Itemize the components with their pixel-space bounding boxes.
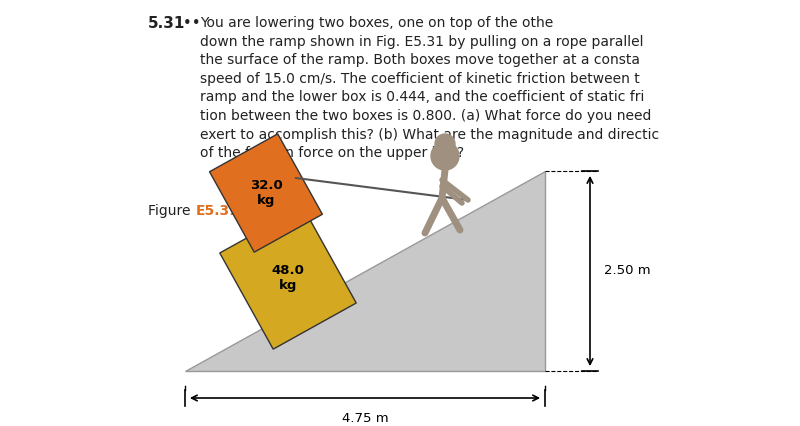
- Text: 2.50 m: 2.50 m: [604, 265, 650, 277]
- Text: E5.31: E5.31: [196, 204, 240, 218]
- Text: 32.0
kg: 32.0 kg: [250, 179, 282, 207]
- Bar: [210, 134, 322, 252]
- Circle shape: [431, 142, 459, 170]
- Bar: [220, 207, 356, 349]
- Circle shape: [435, 134, 455, 154]
- Text: You are lowering two boxes, one on top of the othe
down the ramp shown in Fig. E: You are lowering two boxes, one on top o…: [200, 16, 659, 160]
- Text: 48.0
kg: 48.0 kg: [271, 264, 305, 292]
- Text: ••: ••: [178, 16, 206, 31]
- Polygon shape: [185, 171, 545, 371]
- Text: 5.31: 5.31: [148, 16, 186, 31]
- Text: Figure: Figure: [148, 204, 195, 218]
- Text: 4.75 m: 4.75 m: [342, 412, 388, 425]
